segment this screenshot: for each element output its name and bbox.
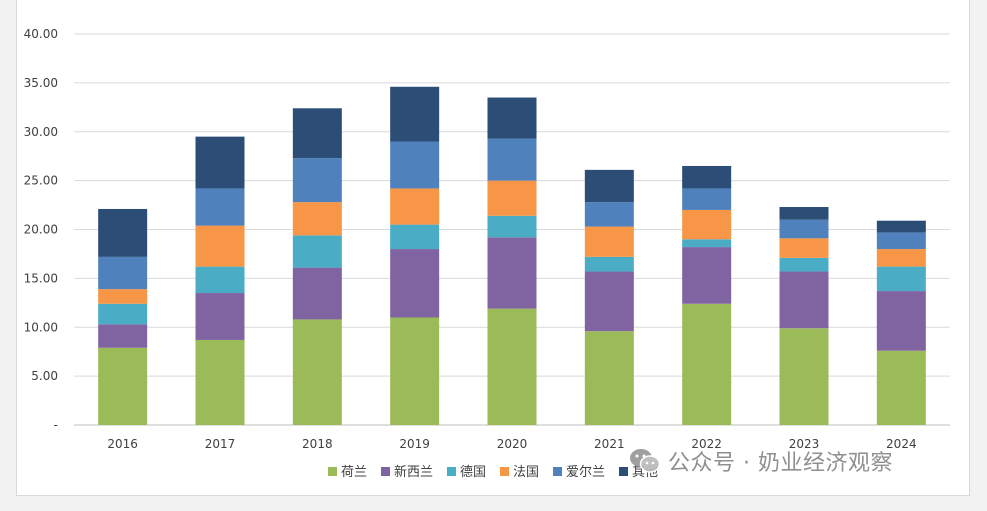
bar-2018-series-4 — [292, 158, 342, 203]
bar-2016-series-5 — [98, 208, 148, 257]
x-tick-label-2023: 2023 — [789, 437, 820, 451]
bar-2021-series-1 — [584, 271, 634, 332]
bar-2016-series-2 — [98, 303, 148, 325]
y-tick-label: 40.00 — [24, 27, 58, 41]
bar-2016-series-0 — [98, 347, 148, 425]
bar-2022-series-0 — [682, 303, 732, 425]
y-tick-label: 35.00 — [24, 76, 58, 90]
bar-2023-series-0 — [779, 328, 829, 425]
watermark: 公众号 · 奶业经济观察 — [628, 444, 893, 478]
x-tick-label-2024: 2024 — [886, 437, 917, 451]
y-tick-label: 5.00 — [31, 369, 58, 383]
bars — [98, 86, 926, 425]
bar-2018-series-5 — [292, 108, 342, 159]
x-tick-label-2017: 2017 — [205, 437, 236, 451]
bar-2023-series-2 — [779, 257, 829, 272]
bar-2019-series-1 — [390, 249, 440, 318]
bar-2024-series-0 — [876, 350, 926, 425]
legend-item-3: 法国 — [500, 465, 539, 480]
bar-2022-series-2 — [682, 239, 732, 248]
y-tick-label: - — [54, 418, 58, 432]
x-tick-label-2016: 2016 — [107, 437, 138, 451]
legend-label: 法国 — [513, 465, 539, 480]
legend-swatch — [619, 467, 628, 476]
legend-label: 德国 — [460, 465, 486, 480]
bar-2019-series-3 — [390, 188, 440, 225]
x-axis-tick-labels: 2016 2017 2018 2019 2020 2021 2022 2023 2024 — [107, 437, 916, 451]
legend-label: 荷兰 — [341, 465, 367, 480]
bar-2020-series-4 — [487, 138, 537, 181]
y-tick-label: 15.00 — [24, 271, 58, 285]
bar-2017-series-5 — [195, 136, 245, 189]
bar-2022-series-4 — [682, 188, 732, 210]
bar-2020-series-5 — [487, 97, 537, 139]
bar-2024-series-4 — [876, 232, 926, 250]
bar-2024-series-2 — [876, 266, 926, 292]
bar-2019-series-0 — [390, 317, 440, 425]
bar-2020-series-0 — [487, 308, 537, 425]
x-tick-label-2020: 2020 — [497, 437, 528, 451]
bar-2019-series-4 — [390, 141, 440, 189]
bar-2019-series-5 — [390, 86, 440, 142]
bar-2020-series-1 — [487, 237, 537, 309]
bar-2017-series-4 — [195, 188, 245, 226]
bar-2021-series-4 — [584, 202, 634, 227]
bar-2021-series-2 — [584, 256, 634, 272]
bar-2024-series-3 — [876, 249, 926, 267]
legend-swatch — [500, 467, 509, 476]
legend-item-1: 新西兰 — [381, 464, 433, 480]
bar-2020-series-3 — [487, 180, 537, 216]
bar-2017-series-3 — [195, 225, 245, 267]
bar-2018-series-1 — [292, 267, 342, 320]
watermark-text: 公众号 · 奶业经济观察 — [668, 451, 893, 476]
bar-2016-series-4 — [98, 256, 148, 290]
bar-2024-series-1 — [876, 291, 926, 351]
legend-swatch — [447, 467, 456, 476]
legend-label: 爱尔兰 — [566, 465, 605, 480]
bar-2022-series-3 — [682, 209, 732, 240]
x-tick-label-2021: 2021 — [594, 437, 625, 451]
bar-2019-series-2 — [390, 224, 440, 250]
y-axis-tick-labels: - 5.00 10.00 15.00 20.00 25.00 30.00 35.00 40.00 — [24, 27, 58, 432]
legend-swatch — [553, 467, 562, 476]
bar-2018-series-3 — [292, 202, 342, 236]
bar-2021-series-0 — [584, 331, 634, 425]
y-tick-label: 30.00 — [24, 125, 58, 139]
bar-2016-series-1 — [98, 324, 148, 348]
bar-2022-series-5 — [682, 165, 732, 189]
bar-2023-series-5 — [779, 207, 829, 220]
x-tick-label-2018: 2018 — [302, 437, 333, 451]
bar-2018-series-0 — [292, 319, 342, 425]
bar-2020-series-2 — [487, 215, 537, 238]
bar-2021-series-5 — [584, 169, 634, 203]
bar-2017-series-1 — [195, 293, 245, 340]
bar-2017-series-0 — [195, 339, 245, 425]
legend-label: 新西兰 — [394, 464, 433, 480]
legend-swatch — [381, 467, 390, 476]
legend-item-4: 爱尔兰 — [553, 465, 605, 480]
legend-swatch — [328, 467, 337, 476]
bar-2017-series-2 — [195, 266, 245, 294]
wechat-icon — [630, 449, 661, 473]
bar-2018-series-2 — [292, 235, 342, 268]
bar-2016-series-3 — [98, 289, 148, 304]
y-tick-label: 10.00 — [24, 320, 58, 334]
bar-2023-series-1 — [779, 271, 829, 329]
bar-2023-series-3 — [779, 238, 829, 258]
x-tick-label-2022: 2022 — [691, 437, 722, 451]
y-tick-label: 20.00 — [24, 223, 58, 237]
bar-2023-series-4 — [779, 219, 829, 239]
legend: 荷兰 新西兰 德国 法国 爱尔兰 其他 — [328, 464, 658, 480]
x-tick-label-2019: 2019 — [399, 437, 430, 451]
legend-item-0: 荷兰 — [328, 465, 367, 480]
y-tick-label: 25.00 — [24, 174, 58, 188]
bar-2024-series-5 — [876, 220, 926, 233]
legend-item-2: 德国 — [447, 465, 486, 480]
bar-2021-series-3 — [584, 226, 634, 257]
bar-2022-series-1 — [682, 247, 732, 304]
